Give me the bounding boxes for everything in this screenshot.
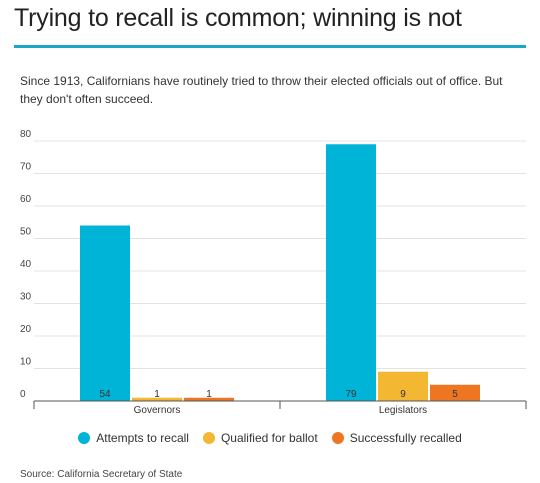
data-label: 9 bbox=[400, 389, 406, 400]
y-tick-label: 20 bbox=[20, 324, 32, 335]
title-rule bbox=[14, 45, 526, 48]
bar bbox=[378, 371, 428, 401]
bar bbox=[326, 144, 376, 401]
legend-item: Attempts to recall bbox=[78, 431, 189, 445]
y-tick-label: 0 bbox=[20, 389, 26, 400]
y-tick-label: 70 bbox=[20, 162, 32, 173]
legend-swatch bbox=[78, 432, 91, 444]
legend-item: Successfully recalled bbox=[331, 431, 462, 445]
bar bbox=[430, 384, 480, 401]
y-tick-label: 30 bbox=[20, 292, 32, 303]
y-tick-label: 10 bbox=[20, 357, 32, 368]
legend: Attempts to recall Qualified for ballot Su… bbox=[0, 431, 540, 445]
legend-swatch bbox=[202, 432, 215, 444]
bar bbox=[184, 397, 234, 401]
bar bbox=[132, 397, 182, 401]
legend-swatch bbox=[331, 432, 344, 444]
y-tick-label: 50 bbox=[20, 227, 32, 238]
source-note: Source: California Secretary of State bbox=[20, 469, 183, 480]
y-tick-label: 40 bbox=[20, 259, 32, 270]
data-label: 79 bbox=[345, 389, 357, 400]
data-label: 54 bbox=[99, 389, 111, 400]
y-tick-label: 60 bbox=[20, 194, 32, 205]
legend-label: Attempts to recall bbox=[96, 431, 189, 445]
data-label: 1 bbox=[154, 389, 160, 400]
bar-chart: 0 10 20 30 40 50 60 70 80 54 1 1 Governors 79 9 5 Legisl… bbox=[20, 129, 527, 416]
legend-label: Successfully recalled bbox=[349, 431, 462, 445]
chart-title: Trying to recall is common; winning is n… bbox=[14, 4, 462, 32]
legend-item: Qualified for ballot bbox=[202, 431, 318, 445]
data-label: 5 bbox=[452, 389, 458, 400]
x-tick-label: Governors bbox=[134, 405, 181, 416]
legend-label: Qualified for ballot bbox=[220, 431, 318, 445]
x-tick-label: Legislators bbox=[379, 405, 427, 416]
chart-subtitle: Since 1913, Californians have routinely … bbox=[20, 74, 503, 106]
y-tick-label: 80 bbox=[20, 129, 32, 140]
bar bbox=[80, 225, 130, 401]
data-label: 1 bbox=[206, 389, 212, 400]
